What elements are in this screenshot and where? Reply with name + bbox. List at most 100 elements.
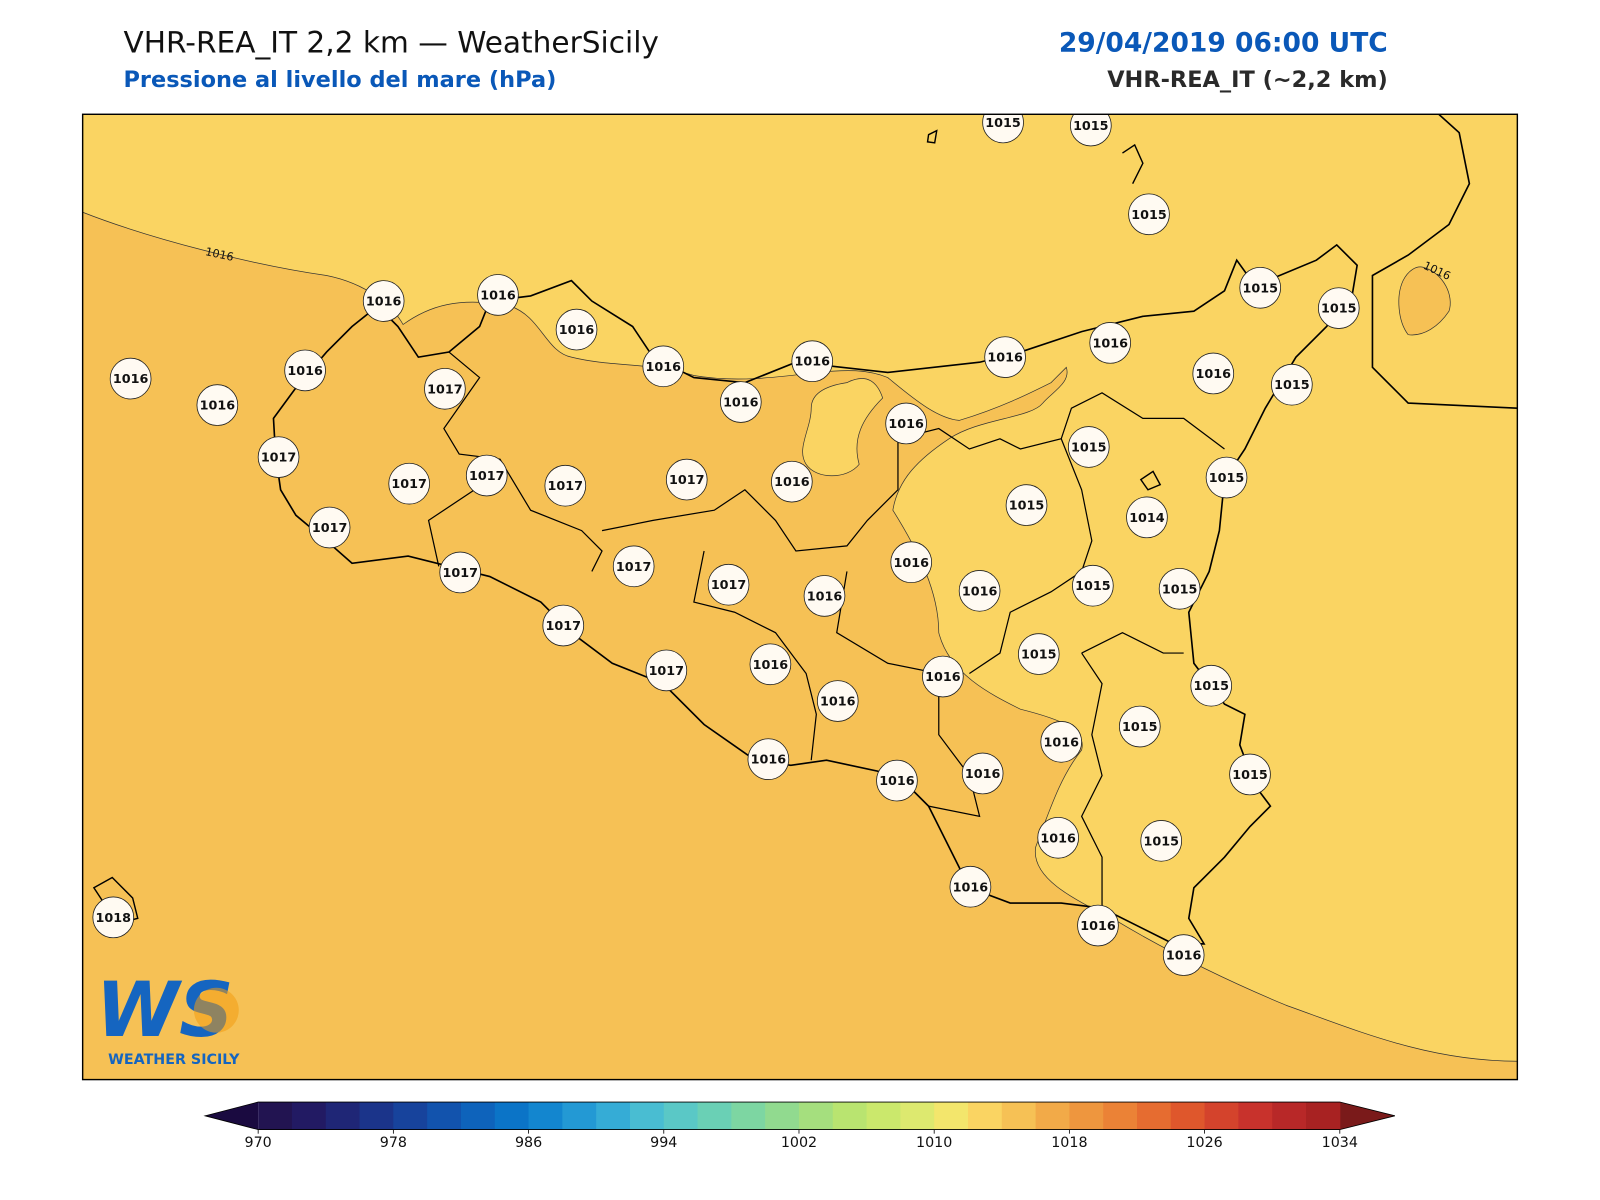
station-value: 1017	[546, 619, 582, 634]
colorbar-segment	[291, 1102, 327, 1130]
station-marker	[791, 340, 834, 383]
station-marker	[1317, 287, 1360, 329]
station-marker	[890, 541, 933, 584]
station-value: 1015	[1131, 208, 1167, 223]
station: 1015	[1128, 193, 1170, 236]
station-marker	[1089, 322, 1132, 364]
station-value: 1015	[985, 116, 1020, 131]
colorbar-segment	[697, 1102, 732, 1130]
station-value: 1015	[1071, 440, 1107, 455]
station-value: 1017	[649, 664, 684, 679]
station-marker	[1037, 816, 1079, 859]
station-value: 1015	[1021, 648, 1056, 663]
station: 1015	[1239, 266, 1282, 309]
station-value: 1016	[753, 658, 789, 673]
colorbar-segment	[1001, 1102, 1037, 1130]
station: 1016	[1037, 816, 1079, 859]
logo: WS WEATHER SICILY	[96, 966, 240, 1068]
station-value: 1016	[1080, 919, 1116, 934]
colorbar-segment	[663, 1102, 699, 1130]
colorbar-segment	[1238, 1102, 1273, 1130]
station-value: 1016	[1166, 949, 1202, 964]
station: 1017	[612, 545, 655, 588]
station-marker	[1205, 456, 1248, 499]
station-value: 1017	[711, 578, 747, 593]
station-value: 1016	[888, 417, 924, 432]
station-marker	[544, 464, 587, 507]
station-value: 1016	[962, 584, 998, 599]
colorbar-segment	[798, 1102, 834, 1130]
station: 1015	[1317, 287, 1360, 329]
colorbar-segment	[866, 1102, 901, 1130]
station: 1016	[949, 865, 992, 908]
station-marker	[984, 336, 1026, 378]
station-marker	[803, 575, 846, 617]
station-value: 1016	[820, 695, 856, 710]
colorbar-segment	[562, 1102, 597, 1130]
station: 1015	[1072, 564, 1114, 607]
colorbar-segment	[765, 1102, 800, 1130]
station-marker	[92, 896, 135, 939]
station-value: 1016	[953, 880, 989, 895]
logo-sun	[193, 987, 239, 1033]
colorbar-segment	[1170, 1102, 1206, 1130]
station-marker	[257, 436, 300, 478]
station-value: 1015	[1075, 579, 1111, 594]
station-value: 1017	[442, 566, 478, 581]
station-value: 1016	[559, 323, 595, 338]
station: 1015	[1271, 363, 1313, 406]
station-value: 1015	[1122, 720, 1158, 735]
station: 1016	[747, 738, 790, 781]
station: 1017	[439, 551, 482, 594]
colorbar-segment	[1103, 1102, 1138, 1130]
station: 1016	[984, 336, 1026, 378]
colorbar-segment	[629, 1102, 665, 1130]
station-marker	[1070, 114, 1112, 147]
station-value: 1016	[480, 288, 516, 303]
station-value: 1014	[1129, 511, 1165, 526]
station-value: 1015	[1274, 378, 1310, 393]
logo-name: WEATHER SICILY	[108, 1052, 240, 1068]
station-marker	[612, 545, 655, 588]
station: 1017	[465, 454, 508, 497]
station-marker	[388, 462, 430, 505]
station: 1016	[816, 680, 859, 722]
station-value: 1015	[1162, 582, 1198, 597]
station-value: 1017	[391, 477, 427, 492]
station-value: 1016	[1040, 831, 1076, 846]
station-value: 1016	[751, 753, 787, 768]
station-marker	[477, 274, 519, 316]
station: 1015	[1118, 705, 1161, 748]
station-value: 1016	[1043, 735, 1079, 750]
colorbar-segment	[1136, 1102, 1172, 1130]
colorbar-segment	[393, 1102, 428, 1130]
station-marker	[308, 506, 351, 549]
colorbar-tick-label: 978	[380, 1135, 407, 1151]
station-value: 1016	[1092, 336, 1128, 351]
station-marker	[816, 680, 859, 722]
colorbar-segment	[359, 1102, 394, 1130]
colorbar-segment	[427, 1102, 462, 1130]
station-value: 1018	[96, 911, 132, 926]
colorbar-segment	[1272, 1102, 1307, 1130]
colorbar-tick-label: 1018	[1051, 1135, 1087, 1151]
station: 1016	[791, 340, 834, 383]
valid-time: 29/04/2019 06:00 UTC	[1059, 27, 1388, 58]
station: 1016	[362, 280, 405, 322]
station: 1015	[982, 114, 1024, 144]
map-frame	[81, 113, 1519, 1081]
station-value: 1017	[469, 469, 505, 484]
colorbar-segment	[1305, 1102, 1341, 1130]
pressure-field-low-pocket	[1398, 266, 1451, 336]
station: 1016	[284, 349, 326, 392]
station-value: 1016	[879, 774, 915, 789]
station: 1016	[961, 752, 1004, 795]
station-marker	[1077, 904, 1119, 947]
colorbar-segment	[1035, 1102, 1070, 1130]
station-marker	[1067, 426, 1110, 468]
station-value: 1016	[646, 360, 682, 375]
station: 1015	[1067, 426, 1110, 468]
station-value: 1015	[1232, 768, 1268, 783]
station: 1015	[1140, 820, 1183, 862]
